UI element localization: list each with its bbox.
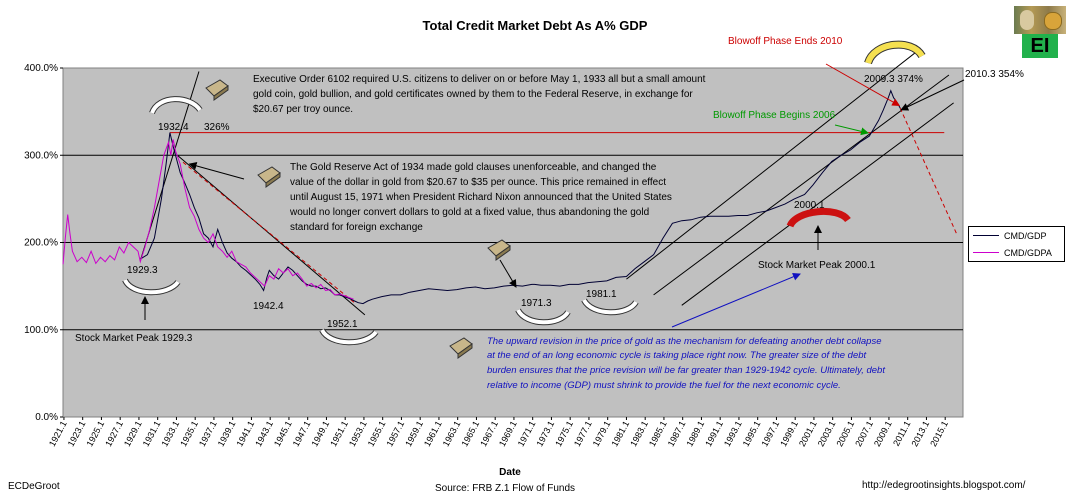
arrow-blowoff-begin bbox=[834, 124, 869, 136]
annotation-line-1: Executive Order 6102 required U.S. citiz… bbox=[253, 74, 706, 85]
arrow-blowoff-end bbox=[825, 63, 901, 107]
label-1932: 1932.4 bbox=[158, 122, 189, 133]
x-tick-label: 2009.1 bbox=[872, 419, 894, 448]
logo-coin-icon bbox=[1044, 12, 1062, 30]
grid-lines bbox=[63, 154, 963, 331]
gold-icon-1 bbox=[205, 79, 229, 101]
annotation-line-5: value of the dollar in gold from $20.67 … bbox=[290, 177, 666, 188]
annotation-line-7: would no longer convert dollars to gold … bbox=[289, 207, 649, 218]
footer-url[interactable]: http://edegrootinsights.blogspot.com/ bbox=[862, 480, 1026, 491]
annotation-line-8: standard for foreign exchange bbox=[290, 222, 423, 233]
annotation-line-4: The Gold Reserve Act of 1934 made gold c… bbox=[290, 162, 657, 173]
legend-item-cmd-gdpa: CMD/GDPA bbox=[969, 244, 1064, 261]
callout-blowoff-begin: Blowoff Phase Begins 2006 bbox=[713, 110, 836, 121]
label-1942: 1942.4 bbox=[253, 301, 284, 312]
annotation-line-6: until August 15, 1971 when President Ric… bbox=[290, 192, 672, 203]
chart-title: Total Credit Market Debt As A% GDP bbox=[423, 18, 648, 33]
legend-swatch-cmd-gdpa bbox=[973, 252, 999, 253]
x-axis: 1921.11923.11925.11927.11929.11931.11933… bbox=[47, 417, 950, 448]
label-2010: 2010.3 354% bbox=[965, 69, 1024, 80]
channel-mid bbox=[653, 74, 950, 296]
callout-blowoff-end: Blowoff Phase Ends 2010 bbox=[728, 36, 843, 47]
arrow-blue-note bbox=[671, 272, 801, 328]
channel-lower bbox=[681, 102, 954, 306]
trend-red-dashed-1 bbox=[182, 161, 356, 304]
blue-note-line-1: The upward revision in the price of gold… bbox=[487, 336, 881, 347]
label-326: 326% bbox=[204, 122, 230, 133]
x-axis-label: Date bbox=[499, 467, 521, 478]
label-2000: 2000.1 bbox=[794, 200, 825, 211]
gold-icon-3 bbox=[487, 239, 511, 261]
trend-red-dashed-2 bbox=[899, 107, 958, 236]
label-2009: 2009.3 374% bbox=[864, 74, 923, 85]
legend-swatch-cmd-gdp bbox=[973, 235, 999, 236]
logo: EI bbox=[1014, 6, 1066, 58]
label-1929: 1929.3 bbox=[127, 265, 158, 276]
series-lines bbox=[62, 89, 901, 305]
blue-note-line-4: relative to income (GDP) must shrink to … bbox=[487, 380, 841, 391]
logo-text: EI bbox=[1022, 34, 1058, 58]
label-1971: 1971.3 bbox=[521, 298, 552, 309]
arrow-icon-3 bbox=[499, 259, 517, 288]
y-tick-label: 300.0% bbox=[24, 150, 58, 161]
logo-face-icon bbox=[1020, 10, 1034, 30]
curved-arrow-2000-red bbox=[786, 207, 851, 228]
gold-icon-4 bbox=[449, 337, 473, 359]
arrow-2010 bbox=[900, 79, 965, 111]
callout-peak-1929: Stock Market Peak 1929.3 bbox=[75, 333, 193, 344]
y-axis: 0.0% 100.0% 200.0% 300.0% 400.0% bbox=[24, 63, 63, 423]
y-tick-label: 100.0% bbox=[24, 325, 58, 336]
label-1952: 1952.1 bbox=[327, 319, 358, 330]
gold-icon-2 bbox=[257, 166, 281, 188]
legend-label-cmd-gdp: CMD/GDP bbox=[1004, 230, 1047, 241]
footer-source: Source: FRB Z.1 Flow of Funds bbox=[435, 483, 576, 494]
arrows bbox=[141, 63, 965, 328]
arrow-gold-reserve-act bbox=[188, 161, 245, 180]
x-tick-label: 2015.1 bbox=[928, 419, 950, 448]
legend-item-cmd-gdp: CMD/GDP bbox=[969, 227, 1064, 244]
annotation-line-3: $20.67 per troy ounce. bbox=[253, 104, 353, 115]
y-tick-label: 0.0% bbox=[35, 412, 58, 423]
legend: CMD/GDP CMD/GDPA bbox=[968, 226, 1065, 262]
y-tick-label: 200.0% bbox=[24, 238, 58, 249]
annotation-line-2: gold coin, gold bullion, and gold certif… bbox=[253, 89, 693, 100]
callout-peak-2000: Stock Market Peak 2000.1 bbox=[758, 260, 876, 271]
trend-lines bbox=[140, 50, 958, 316]
blue-note-line-2: at the end of an long economic cycle is … bbox=[487, 350, 867, 361]
label-1981: 1981.1 bbox=[586, 289, 617, 300]
footer-author: ECDeGroot bbox=[8, 481, 60, 492]
legend-label-cmd-gdpa: CMD/GDPA bbox=[1004, 247, 1052, 258]
series-line-cmd-gdp bbox=[140, 89, 901, 305]
blue-note-line-3: burden ensures that the price revision w… bbox=[487, 365, 885, 376]
series-line-cmd-gdpa bbox=[62, 139, 354, 300]
y-tick-label: 400.0% bbox=[24, 63, 58, 74]
